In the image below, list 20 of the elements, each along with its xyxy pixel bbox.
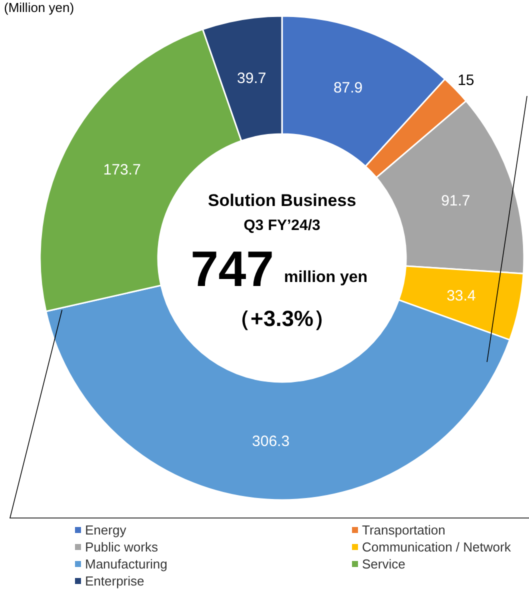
data-label: 306.3 [252, 432, 290, 450]
text: (Million yen) [4, 0, 74, 15]
text: Q3 FY’24/3 [244, 217, 320, 234]
legend-label: Manufacturing [85, 556, 168, 572]
data-label: 173.7 [103, 161, 141, 178]
legend-label: Enterprise [85, 574, 144, 589]
legend-label: Public works [85, 540, 158, 555]
data-label: 39.7 [237, 70, 266, 87]
data-label: 15 [458, 72, 474, 90]
text: 747 [190, 241, 274, 297]
legend-label: Communication / Network [362, 540, 512, 555]
text: Solution Business [208, 191, 356, 210]
legend-label: Service [362, 556, 406, 572]
text: million yen [284, 269, 368, 286]
data-label: 87.9 [333, 80, 363, 97]
data-label: 33.4 [446, 287, 476, 304]
data-label: 91.7 [441, 192, 470, 210]
legend-label: Transportation [362, 522, 446, 538]
legend-label: Energy [85, 522, 127, 538]
text: （+3.3%） [228, 306, 336, 331]
